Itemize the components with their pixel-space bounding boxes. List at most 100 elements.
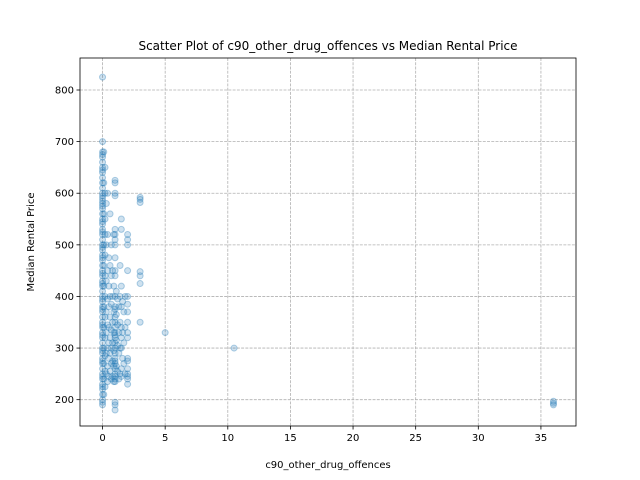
- scatter-point: [114, 295, 122, 303]
- scatter-point: [111, 179, 119, 187]
- y-tick-label: 300: [55, 344, 74, 355]
- scatter-point: [121, 323, 129, 331]
- scatter-point: [111, 331, 119, 339]
- scatter-point: [549, 399, 557, 407]
- scatter-point: [99, 280, 107, 288]
- scatter-point: [99, 347, 107, 355]
- scatter-point: [110, 329, 118, 337]
- scatter-point: [111, 354, 119, 362]
- scatter-point: [136, 199, 144, 207]
- scatter-point: [99, 269, 107, 277]
- scatter-point: [100, 282, 108, 290]
- scatter-point: [112, 311, 120, 319]
- scatter-point: [230, 344, 238, 352]
- scatter-point: [111, 360, 119, 368]
- scatter-point: [102, 329, 110, 337]
- scatter-point: [136, 193, 144, 201]
- y-tick-label: 200: [55, 395, 74, 406]
- scatter-point: [112, 362, 120, 370]
- scatter-point: [120, 308, 128, 316]
- scatter-point: [107, 375, 115, 383]
- scatter-point: [111, 372, 119, 380]
- scatter-point: [105, 372, 113, 380]
- scatter-point: [101, 367, 109, 375]
- scatter-point: [99, 202, 107, 210]
- scatter-point: [100, 210, 108, 218]
- y-tick-label: 400: [55, 292, 74, 303]
- scatter-point: [104, 362, 112, 370]
- scatter-point: [111, 267, 119, 275]
- scatter-point: [107, 300, 115, 308]
- scatter-point: [99, 200, 107, 208]
- scatter-point: [121, 370, 129, 378]
- scatter-point: [112, 336, 120, 344]
- x-axis: 0 5 10 15 20 25 30 35: [99, 426, 547, 444]
- x-tick-label: 20: [347, 433, 360, 444]
- chart-title: Scatter Plot of c90_other_drug_offences …: [138, 39, 517, 53]
- scatter-point: [99, 344, 107, 352]
- scatter-point: [121, 292, 129, 300]
- scatter-point: [99, 318, 107, 326]
- scatter-point: [99, 261, 107, 269]
- y-tick-label: 500: [55, 240, 74, 251]
- scatter-point: [124, 329, 132, 337]
- scatter-point: [99, 349, 107, 357]
- scatter-point: [117, 323, 125, 331]
- scatter-point: [101, 334, 109, 342]
- scatter-point: [107, 272, 115, 280]
- scatter-point: [136, 318, 144, 326]
- x-tick-label: 0: [99, 433, 105, 444]
- scatter-point: [117, 334, 125, 342]
- scatter-point: [101, 292, 109, 300]
- scatter-point: [99, 339, 107, 347]
- scatter-point: [106, 261, 114, 269]
- scatter-point: [117, 365, 125, 373]
- scatter-point: [101, 383, 109, 391]
- scatter-point: [99, 372, 107, 380]
- scatter-point: [99, 236, 107, 244]
- scatter-point: [124, 231, 132, 239]
- scatter-point: [99, 210, 107, 218]
- scatter-point: [136, 195, 144, 203]
- scatter-point: [106, 349, 114, 357]
- x-tick-label: 15: [284, 433, 297, 444]
- scatter-point: [549, 397, 557, 405]
- scatter-point: [111, 323, 119, 331]
- scatter-point: [116, 370, 124, 378]
- scatter-point: [102, 370, 110, 378]
- scatter-point: [99, 192, 107, 200]
- scatter-point: [124, 375, 132, 383]
- scatter-point: [111, 305, 119, 313]
- scatter-point: [102, 277, 110, 285]
- scatter-point: [99, 375, 107, 383]
- scatter-point: [119, 354, 127, 362]
- scatter-point: [105, 323, 113, 331]
- scatter-point: [99, 174, 107, 182]
- scatter-point: [99, 256, 107, 264]
- scatter-point: [99, 138, 107, 146]
- scatter-point: [99, 241, 107, 249]
- scatter-point: [99, 303, 107, 311]
- scatter-point: [111, 236, 119, 244]
- scatter-point: [105, 354, 113, 362]
- scatter-point: [100, 375, 108, 383]
- scatter-point: [111, 349, 119, 357]
- scatter-point: [106, 313, 114, 321]
- scatter-point: [107, 344, 115, 352]
- scatter-point: [109, 357, 117, 365]
- scatter-point: [110, 347, 118, 355]
- scatter-point: [124, 372, 132, 380]
- scatter-point: [111, 398, 119, 406]
- scatter-point: [115, 349, 123, 357]
- scatter-point: [99, 354, 107, 362]
- scatter-point: [100, 323, 108, 331]
- scatter-point: [124, 357, 132, 365]
- scatter-point: [99, 380, 107, 388]
- scatter-point: [101, 272, 109, 280]
- scatter-point: [110, 362, 118, 370]
- scatter-point: [99, 153, 107, 161]
- scatter-point: [99, 295, 107, 303]
- scatter-point: [124, 334, 132, 342]
- scatter-point: [105, 282, 113, 290]
